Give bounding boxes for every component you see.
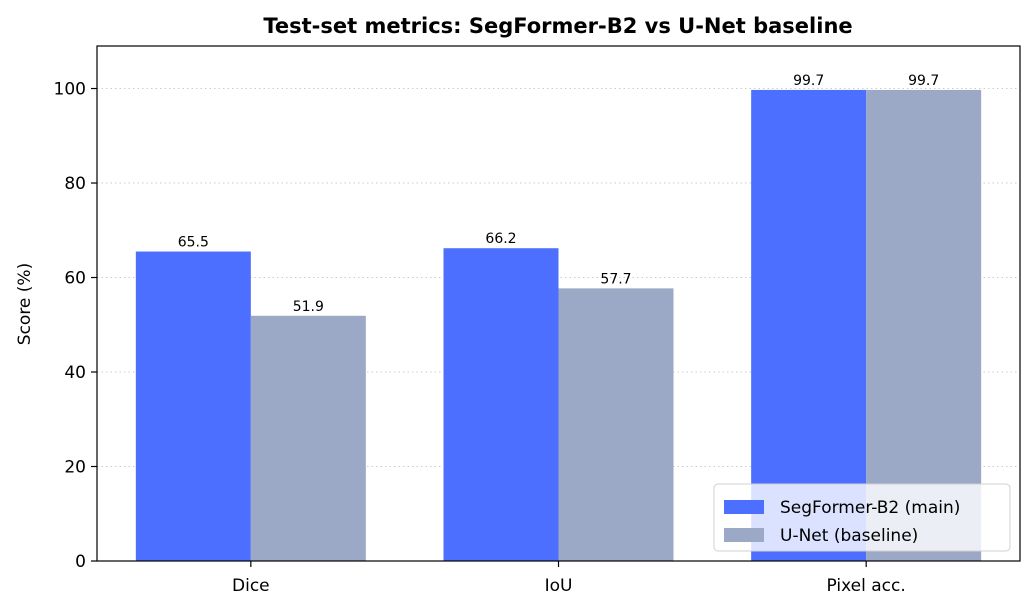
bar-value-label: 66.2 <box>485 231 516 247</box>
bar-value-label: 57.7 <box>600 271 631 287</box>
chart-title: Test-set metrics: SegFormer-B2 vs U-Net … <box>263 14 852 38</box>
bar <box>558 288 674 561</box>
y-tick-label: 0 <box>75 552 86 572</box>
y-axis-label: Score (%) <box>15 263 35 345</box>
bar-value-labels: 65.5 51.9 66.2 57.7 99.7 99.7 <box>178 73 940 315</box>
bar <box>250 315 366 561</box>
bars <box>135 89 982 561</box>
bar-value-label: 65.5 <box>178 235 209 251</box>
x-tick-label: Dice <box>232 576 270 596</box>
legend-swatch <box>724 500 764 514</box>
bar-value-label: 51.9 <box>293 299 324 315</box>
legend-box <box>713 483 1011 552</box>
legend-label: U-Net (baseline) <box>780 526 918 546</box>
bar <box>751 89 867 561</box>
y-tick-label: 80 <box>64 174 86 194</box>
bar <box>135 251 251 561</box>
bar-value-label: 99.7 <box>908 73 939 89</box>
legend: SegFormer-B2 (main) U-Net (baseline) <box>713 483 1011 552</box>
y-tick-label: 100 <box>54 80 86 100</box>
bar <box>866 89 982 561</box>
x-tick-label: IoU <box>545 576 573 596</box>
legend-label: SegFormer-B2 (main) <box>780 498 960 518</box>
legend-swatch <box>724 528 764 542</box>
y-tick-label: 40 <box>64 363 86 383</box>
y-tick-label: 20 <box>64 458 86 478</box>
x-tick-label: Pixel acc. <box>827 576 906 596</box>
y-tick-label: 60 <box>64 269 86 289</box>
bar-value-label: 99.7 <box>793 73 824 89</box>
axes: 0 20 40 60 80 100 Dice IoU Pixel acc. <box>54 45 1021 596</box>
bar <box>443 248 559 561</box>
